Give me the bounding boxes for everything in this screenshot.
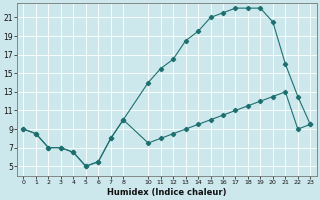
X-axis label: Humidex (Indice chaleur): Humidex (Indice chaleur) [107,188,227,197]
